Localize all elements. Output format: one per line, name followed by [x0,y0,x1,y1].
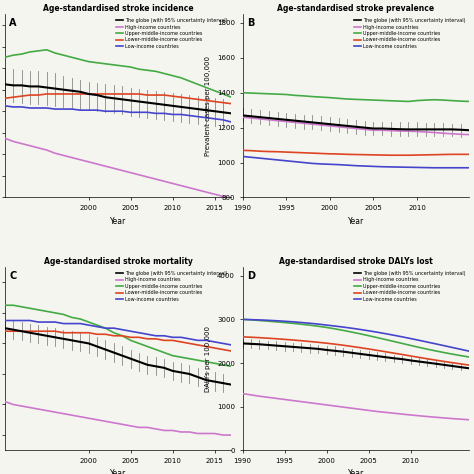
Legend: The globe (with 95% uncertainty interval), High-income countries, Upper-middle-i: The globe (with 95% uncertainty interval… [352,17,467,50]
X-axis label: Year: Year [348,469,364,474]
Title: Age-standardised stroke mortality: Age-standardised stroke mortality [44,257,192,266]
Y-axis label: Prevalent cases per 100,000: Prevalent cases per 100,000 [205,56,211,156]
Legend: The globe (with 95% uncertainty interval), High-income countries, Upper-middle-i: The globe (with 95% uncertainty interval… [352,270,467,303]
Title: Age-standardised stroke DALYs lost: Age-standardised stroke DALYs lost [279,257,433,266]
X-axis label: Year: Year [110,469,126,474]
Legend: The globe (with 95% uncertainty interval), High-income countries, Upper-middle-i: The globe (with 95% uncertainty interval… [114,17,229,50]
X-axis label: Year: Year [348,217,364,226]
X-axis label: Year: Year [110,217,126,226]
Text: B: B [247,18,255,28]
Title: Age-standardised stroke incidence: Age-standardised stroke incidence [43,4,193,13]
Title: Age-standardised stroke prevalence: Age-standardised stroke prevalence [277,4,435,13]
Y-axis label: DALYs per 100,000: DALYs per 100,000 [205,326,211,392]
Text: D: D [247,271,255,281]
Text: C: C [9,271,17,281]
Text: A: A [9,18,17,28]
Legend: The globe (with 95% uncertainty interval), High-income countries, Upper-middle-i: The globe (with 95% uncertainty interval… [114,270,229,303]
